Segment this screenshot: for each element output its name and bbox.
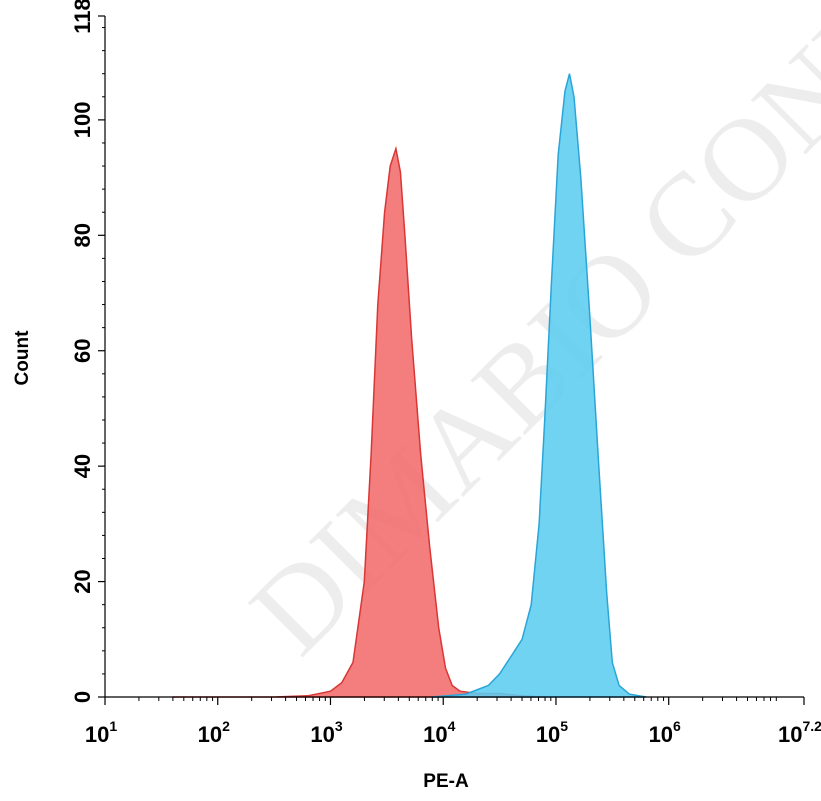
y-tick-label: 20 (70, 569, 95, 593)
x-axis-title: PE-A (423, 771, 469, 792)
watermark: DIMABIO CONFIDENTIAL (226, 0, 821, 678)
y-tick-label: 80 (70, 223, 95, 247)
y-tick-label: 118 (70, 0, 95, 34)
x-tick-label: 104 (423, 718, 455, 747)
y-tick-label: 100 (70, 102, 95, 139)
x-tick-label: 107.2 (778, 718, 821, 747)
x-tick-label: 106 (649, 718, 681, 747)
axes: 0 20 40 60 80 100 118 101 102 103 104 105 106 107.2 (70, 0, 821, 747)
x-tick-label: 101 (85, 718, 117, 747)
plot-area (172, 73, 647, 698)
y-tick-label: 40 (70, 454, 95, 478)
y-axis-title: Count (12, 330, 33, 386)
watermark-text: DIMABIO CONFIDENTIAL (226, 0, 821, 678)
x-tick-label: 103 (310, 718, 342, 747)
histogram-series-2 (431, 73, 647, 698)
x-tick-label: 105 (536, 718, 568, 747)
y-tick-label: 60 (70, 338, 95, 362)
y-tick-label: 0 (70, 691, 95, 703)
x-tick-label: 102 (198, 718, 230, 747)
